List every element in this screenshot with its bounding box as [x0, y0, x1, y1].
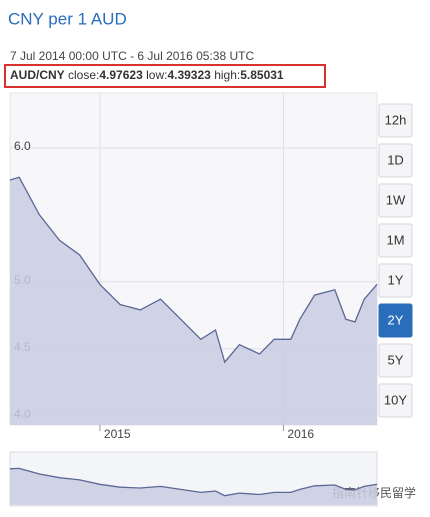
series-area: [10, 177, 377, 425]
range-button[interactable]: [378, 103, 413, 138]
chart-title: CNY per 1 AUD: [8, 9, 127, 28]
navigator-line: [9, 467, 378, 497]
range-button[interactable]: [378, 343, 413, 378]
x-tick-label: 2016: [287, 427, 314, 441]
range-button-label[interactable]: 5Y: [388, 352, 404, 367]
stat-label: close:: [68, 68, 99, 82]
navigator-area: [10, 468, 377, 505]
range-button[interactable]: [378, 303, 413, 338]
stat-value: 4.39323: [167, 68, 211, 82]
range-text: 7 Jul 2014 00:00 UTC - 6 Jul 2016 05:38 …: [10, 49, 254, 63]
range-button[interactable]: [378, 223, 413, 258]
range-button[interactable]: [378, 263, 413, 298]
range-button[interactable]: [378, 383, 413, 418]
range-button[interactable]: [378, 183, 413, 218]
pair: AUD/CNY: [10, 68, 65, 82]
range-button-label[interactable]: 10Y: [384, 392, 407, 407]
highlight-box: [4, 64, 326, 88]
stats-line: AUD/CNY close:4.97623 low:4.39323 high:5…: [10, 68, 284, 82]
y-tick-label: 6.0: [14, 139, 31, 153]
range-button-label[interactable]: 1M: [386, 232, 404, 247]
range-button-label[interactable]: 1D: [387, 152, 404, 167]
range-button-label[interactable]: 2Y: [388, 312, 404, 327]
range-button-label[interactable]: 1W: [386, 192, 406, 207]
stat-value: 5.85031: [240, 68, 284, 82]
stat-label: low:: [146, 68, 167, 82]
stat-value: 4.97623: [99, 68, 143, 82]
range-button-label[interactable]: 1Y: [388, 272, 404, 287]
range-button[interactable]: [378, 143, 413, 178]
x-tick-label: 2015: [104, 427, 131, 441]
series-line: [9, 176, 378, 364]
range-button-label[interactable]: 12h: [385, 112, 407, 127]
stat-label: high:: [214, 68, 240, 82]
